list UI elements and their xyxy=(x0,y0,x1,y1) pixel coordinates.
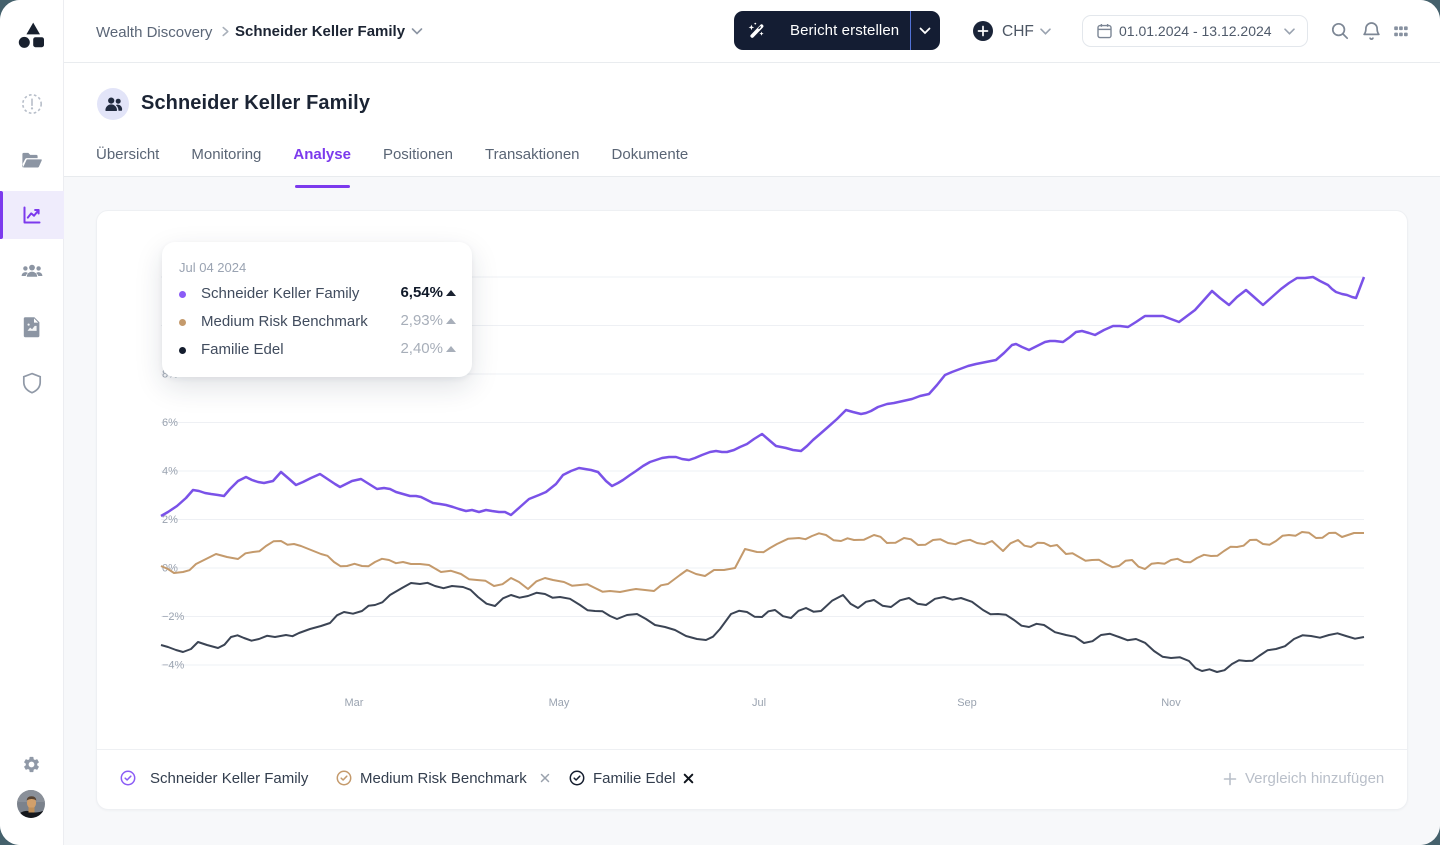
svg-text:−4%: −4% xyxy=(162,660,185,672)
svg-text:6%: 6% xyxy=(162,417,178,429)
svg-text:2%: 2% xyxy=(162,514,178,526)
svg-text:May: May xyxy=(549,697,570,709)
svg-text:Jul: Jul xyxy=(752,697,766,709)
svg-text:Nov: Nov xyxy=(1161,697,1181,709)
svg-text:−2%: −2% xyxy=(162,611,185,623)
svg-text:Sep: Sep xyxy=(957,697,977,709)
svg-text:0%: 0% xyxy=(162,563,178,575)
svg-text:4%: 4% xyxy=(162,466,178,478)
svg-text:Mar: Mar xyxy=(345,697,364,709)
